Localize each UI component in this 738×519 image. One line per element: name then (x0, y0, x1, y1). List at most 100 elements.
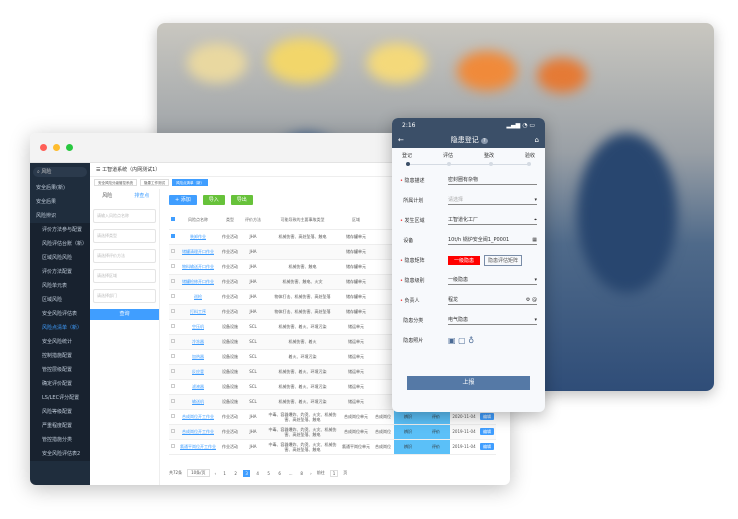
submit-button[interactable]: 上报 (407, 376, 530, 390)
row-checkbox[interactable] (169, 319, 177, 335)
cell[interactable]: 加热器 (177, 349, 219, 365)
edit-button[interactable]: 编辑 (480, 442, 494, 450)
evaluate-link[interactable]: 评价 (422, 424, 450, 440)
sidebar-item[interactable]: 控制措施配置 (30, 349, 90, 363)
page-button[interactable]: 8 (300, 470, 303, 476)
back-arrow-icon[interactable]: ← (398, 136, 404, 144)
field-input[interactable]: 10t/h 锅炉安全阀1_P0001 ▦ (448, 237, 537, 245)
select-all-checkbox[interactable] (169, 211, 177, 230)
maximize-window-button[interactable] (66, 144, 73, 151)
sidebar-item[interactable]: 区域风险 (30, 293, 90, 307)
page-size-select[interactable]: 10条/页 (187, 469, 210, 477)
photo-upload-icon[interactable]: ▣ ▢ ♁ (448, 335, 475, 345)
page-button[interactable]: 2 (234, 470, 237, 476)
row-checkbox[interactable] (169, 259, 177, 275)
area-select[interactable]: 请选择区域 (93, 269, 156, 283)
cell[interactable]: 物料输送开口作业 (177, 259, 219, 275)
sidebar-item[interactable]: 风险点清单（新） (30, 321, 90, 335)
dropdown-icon[interactable]: ▾ (534, 277, 537, 283)
row-checkbox[interactable] (169, 349, 177, 365)
field-input[interactable]: 一级隐患 ▾ (448, 277, 537, 285)
cell[interactable]: 反应釜 (177, 364, 219, 380)
method-select[interactable]: 请选择评价方法 (93, 249, 156, 263)
page-button[interactable]: ... (288, 470, 293, 476)
page-button[interactable]: 1 (223, 470, 226, 476)
cell[interactable]: 装卸作业 (177, 229, 219, 245)
row-checkbox[interactable] (169, 394, 177, 410)
row-checkbox[interactable] (169, 364, 177, 380)
sidebar-item[interactable]: 风险单元表 (30, 279, 90, 293)
minimize-window-button[interactable] (53, 144, 60, 151)
identify-link[interactable]: 辨识 (394, 424, 422, 440)
cell[interactable]: 滤液器 (177, 379, 219, 395)
cell[interactable]: 输送机 (177, 394, 219, 410)
tab-1[interactable]: 隐患工作测试 (140, 178, 169, 186)
tab-0[interactable]: 安全风险分级管控系统 (94, 178, 137, 186)
row-checkbox[interactable] (169, 379, 177, 395)
cell[interactable]: 氯通平岗位开工作业 (177, 439, 219, 455)
identify-link[interactable]: 辨识 (394, 439, 422, 455)
dropdown-icon[interactable]: ▾ (534, 197, 537, 203)
row-checkbox[interactable] (169, 424, 177, 440)
field-input[interactable]: 电气隐患 ▾ (448, 317, 537, 325)
menu-icon[interactable]: ☰ (96, 167, 101, 173)
sidebar-item[interactable]: 严重程度配置 (30, 419, 90, 433)
next-page[interactable]: › (310, 470, 312, 476)
type-select[interactable]: 请选择类型 (93, 229, 156, 243)
sidebar-item[interactable]: 评价方法参与配置 (30, 223, 90, 237)
field-icon[interactable]: ⌖ (534, 217, 537, 223)
export-button[interactable]: 导出 (230, 195, 253, 205)
sidebar-item[interactable]: 风险评估台账（新） (30, 237, 90, 251)
sidebar-item[interactable]: 确定评价配置 (30, 377, 90, 391)
prev-page[interactable]: ‹ (214, 470, 217, 476)
field-input[interactable]: 请选择 ▾ (448, 197, 537, 205)
page-button[interactable]: 4 (256, 470, 259, 476)
row-checkbox[interactable] (169, 244, 177, 260)
row-checkbox[interactable] (169, 334, 177, 350)
evaluate-link[interactable]: 评价 (422, 439, 450, 455)
sidebar-item[interactable]: 风险辨识 (36, 213, 57, 219)
cell[interactable]: 储罐检修开口作业 (177, 274, 219, 290)
page-button[interactable]: 5 (267, 470, 270, 476)
sidebar-item[interactable]: 区域风险风险 (30, 251, 90, 265)
page-button[interactable]: 6 (278, 470, 281, 476)
row-checkbox[interactable] (169, 439, 177, 455)
sidebar-item[interactable]: LS/LEC评分配置 (30, 391, 90, 405)
risk-name-input[interactable]: 请输入风险点名称 (93, 209, 156, 223)
add-button[interactable]: + 添加 (169, 195, 197, 205)
sidebar-item[interactable]: 安全后果(新) (36, 185, 65, 191)
goto-input[interactable]: 1 (329, 469, 339, 477)
row-checkbox[interactable] (169, 289, 177, 305)
tab-2[interactable]: 风险点清单（新） (172, 178, 208, 186)
row-checkbox[interactable] (169, 304, 177, 320)
help-icon[interactable]: ? (481, 138, 488, 144)
dept-select[interactable]: 请选择部门 (93, 289, 156, 303)
edit-button[interactable]: 编辑 (480, 427, 494, 435)
row-checkbox[interactable] (169, 409, 177, 425)
evaluate-link[interactable]: 评价 (422, 409, 450, 425)
sidebar-item[interactable]: 安全风险统计 (30, 335, 90, 349)
close-window-button[interactable] (40, 144, 47, 151)
filter-tab-check[interactable]: 排查点 (134, 193, 150, 199)
cell[interactable]: 储罐清理开口作业 (177, 244, 219, 260)
row-checkbox[interactable] (169, 229, 177, 245)
sidebar-item[interactable]: 评价方法配置 (30, 265, 90, 279)
edit-button[interactable]: 编辑 (480, 412, 494, 420)
field-icon[interactable]: ▦ (532, 237, 537, 243)
row-checkbox[interactable] (169, 274, 177, 290)
page-button[interactable]: 3 (243, 469, 251, 477)
field-input[interactable]: 密封圈有杂物 (448, 175, 537, 185)
cell[interactable]: 打料工序 (177, 304, 219, 320)
identify-link[interactable]: 辨识 (394, 409, 422, 425)
field-input[interactable]: 程龙 ⚙ @ (448, 297, 537, 305)
cell[interactable]: 冷冻器 (177, 334, 219, 350)
query-button[interactable]: 查询 (90, 309, 159, 320)
sidebar-search-input[interactable]: ⌕ 风险 (33, 167, 87, 177)
sidebar-item[interactable]: 管控措施分类 (30, 433, 90, 447)
sidebar-item[interactable]: 安全后果 (36, 199, 57, 205)
home-icon[interactable]: ⌂ (534, 136, 539, 144)
import-button[interactable]: 导入 (202, 195, 225, 205)
field-input[interactable]: 工智道化工厂 ⌖ (448, 217, 537, 225)
sidebar-item[interactable]: 风险等级配置 (30, 405, 90, 419)
sidebar-item[interactable]: 安全风险评估表 (30, 307, 90, 321)
